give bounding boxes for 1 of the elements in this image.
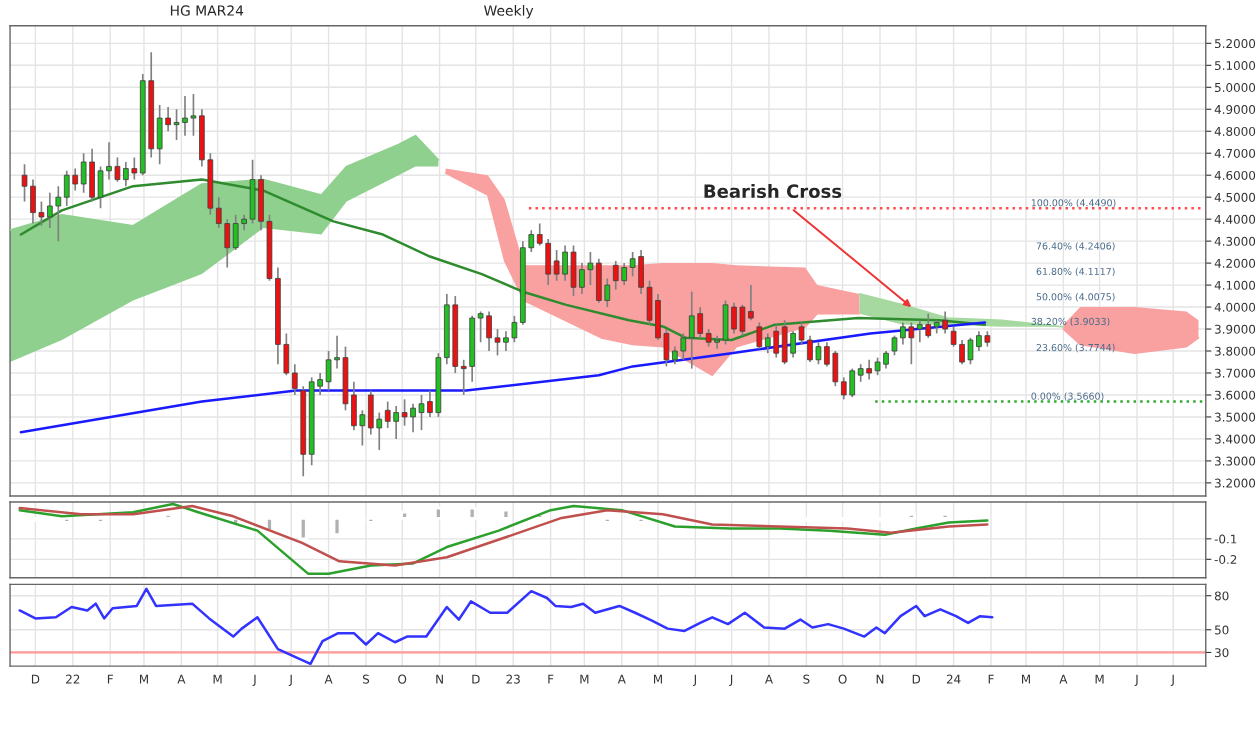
annotation: Bearish Cross xyxy=(704,184,842,199)
